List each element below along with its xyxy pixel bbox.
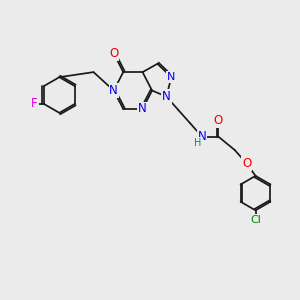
Text: N: N	[198, 130, 206, 143]
Text: N: N	[138, 103, 147, 116]
Text: F: F	[31, 98, 38, 110]
Text: H: H	[194, 138, 201, 148]
Text: N: N	[162, 90, 171, 103]
Text: N: N	[167, 72, 176, 82]
Text: Cl: Cl	[250, 215, 261, 225]
Text: O: O	[214, 114, 223, 127]
Text: O: O	[242, 157, 251, 170]
Text: N: N	[110, 84, 118, 97]
Text: O: O	[109, 47, 119, 60]
